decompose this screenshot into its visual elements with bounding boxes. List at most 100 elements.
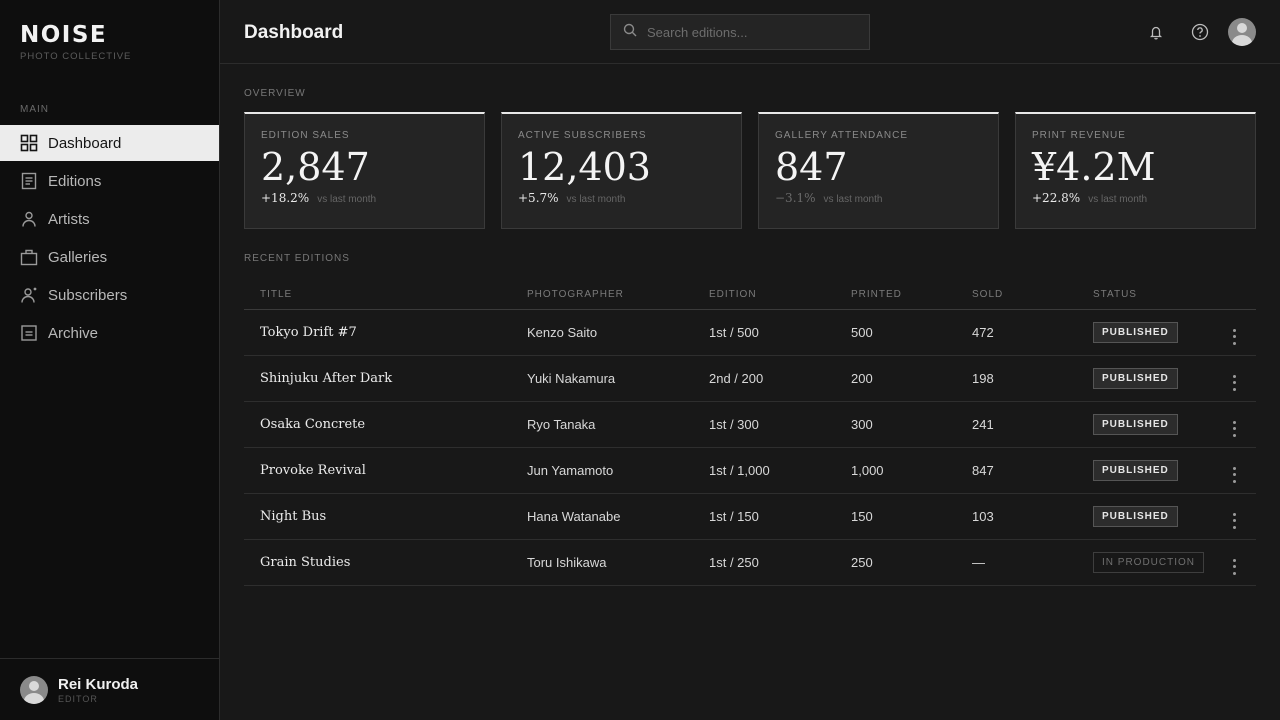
sidebar-item-label: Editions xyxy=(48,172,102,190)
photographer-name: Toru Ishikawa xyxy=(527,555,607,570)
sidebar-item-label: Artists xyxy=(48,210,90,228)
stat-card-gallery-attendance[interactable]: GALLERY ATTENDANCE 847 −3.1% vs last mont… xyxy=(758,112,999,229)
stat-card-edition-sales[interactable]: EDITION SALES 2,847 +18.2% vs last month xyxy=(244,112,485,229)
help-icon[interactable] xyxy=(1190,22,1210,42)
sidebar: NOISE PHOTO COLLECTIVE MAIN Dashboard Ed… xyxy=(0,0,220,720)
more-options-icon[interactable] xyxy=(1232,420,1237,437)
edition-title[interactable]: Tokyo Drift #7 xyxy=(260,325,357,340)
photographer-name: Kenzo Saito xyxy=(527,325,598,340)
column-header-printed[interactable]: PRINTED xyxy=(851,289,902,300)
edition-number: 1st / 500 xyxy=(709,325,759,340)
nav-section-label: MAIN xyxy=(20,104,49,115)
brand: NOISE PHOTO COLLECTIVE xyxy=(20,22,131,62)
sold-count: 472 xyxy=(972,325,994,340)
photographer-name: Ryo Tanaka xyxy=(527,417,596,432)
user-name: Rei Kuroda xyxy=(58,675,139,693)
stat-cards: EDITION SALES 2,847 +18.2% vs last month … xyxy=(244,112,1256,229)
recent-editions-label: RECENT EDITIONS xyxy=(244,253,350,264)
printed-count: 250 xyxy=(851,555,873,570)
status-badge: PUBLISHED xyxy=(1093,414,1178,435)
table-row[interactable]: Tokyo Drift #7 Kenzo Saito 1st / 500 500 472… xyxy=(244,310,1256,356)
stat-delta: −3.1% xyxy=(775,191,816,205)
brand-subtitle: PHOTO COLLECTIVE xyxy=(20,51,132,62)
gallery-icon xyxy=(20,248,38,266)
edition-title[interactable]: Osaka Concrete xyxy=(260,417,366,432)
edition-number: 1st / 250 xyxy=(709,555,759,570)
stat-note: vs last month xyxy=(317,194,377,205)
sold-count: 847 xyxy=(972,463,994,478)
page-title: Dashboard xyxy=(244,22,344,43)
stat-delta: +5.7% xyxy=(518,191,559,205)
sold-count: 241 xyxy=(972,417,994,432)
column-header-photographer[interactable]: PHOTOGRAPHER xyxy=(527,289,624,300)
sidebar-item-archive[interactable]: Archive xyxy=(0,315,219,351)
table-row[interactable]: Grain Studies Toru Ishikawa 1st / 250 250 — I… xyxy=(244,540,1256,586)
table-row[interactable]: Provoke Revival Jun Yamamoto 1st / 1,000 1,… xyxy=(244,448,1256,494)
more-options-icon[interactable] xyxy=(1232,512,1237,529)
search-input[interactable] xyxy=(647,24,847,40)
stat-note: vs last month xyxy=(1088,194,1148,205)
table-row[interactable]: Night Bus Hana Watanabe 1st / 150 150 103 PUB… xyxy=(244,494,1256,540)
sidebar-item-galleries[interactable]: Galleries xyxy=(0,239,219,275)
sidebar-item-subscribers[interactable]: Subscribers xyxy=(0,277,219,313)
more-options-icon[interactable] xyxy=(1232,466,1237,483)
stat-card-active-subscribers[interactable]: ACTIVE SUBSCRIBERS 12,403 +5.7% vs last m… xyxy=(501,112,742,229)
person-icon xyxy=(20,210,38,228)
column-header-sold[interactable]: SOLD xyxy=(972,289,1004,300)
stat-card-print-revenue[interactable]: PRINT REVENUE ¥4.2M +22.8% vs last month xyxy=(1015,112,1256,229)
sold-count: 198 xyxy=(972,371,994,386)
edition-title[interactable]: Night Bus xyxy=(260,509,327,524)
photographer-name: Yuki Nakamura xyxy=(527,371,616,386)
grid-icon xyxy=(20,134,38,152)
printed-count: 150 xyxy=(851,509,873,524)
search-box[interactable] xyxy=(610,14,870,50)
column-header-title[interactable]: TITLE xyxy=(260,289,293,300)
header-avatar[interactable] xyxy=(1228,18,1256,46)
edition-title[interactable]: Provoke Revival xyxy=(260,463,366,478)
sold-count: — xyxy=(972,555,985,570)
table-row[interactable]: Shinjuku After Dark Yuki Nakamura 2nd / 20… xyxy=(244,356,1256,402)
brand-logo[interactable]: NOISE xyxy=(20,22,108,48)
table-header: TITLE PHOTOGRAPHER EDITION PRINTED SOLD … xyxy=(244,280,1256,310)
status-badge: PUBLISHED xyxy=(1093,506,1178,527)
sidebar-item-label: Galleries xyxy=(48,248,108,266)
printed-count: 500 xyxy=(851,325,873,340)
sidebar-nav: Dashboard Editions Artists Galleries Sub… xyxy=(0,125,219,353)
stat-delta: +22.8% xyxy=(1032,191,1081,205)
printed-count: 200 xyxy=(851,371,873,386)
more-options-icon[interactable] xyxy=(1232,328,1237,345)
stat-label: GALLERY ATTENDANCE xyxy=(775,130,909,141)
sidebar-item-dashboard[interactable]: Dashboard xyxy=(0,125,219,161)
printed-count: 1,000 xyxy=(851,463,884,478)
stat-delta: +18.2% xyxy=(261,191,310,205)
sidebar-item-editions[interactable]: Editions xyxy=(0,163,219,199)
table-row[interactable]: Osaka Concrete Ryo Tanaka 1st / 300 300 241 P… xyxy=(244,402,1256,448)
stat-label: EDITION SALES xyxy=(261,130,350,141)
photographer-name: Hana Watanabe xyxy=(527,509,621,524)
more-options-icon[interactable] xyxy=(1232,558,1237,575)
photographer-name: Jun Yamamoto xyxy=(527,463,614,478)
stat-value: 2,847 xyxy=(261,145,370,189)
sidebar-item-artists[interactable]: Artists xyxy=(0,201,219,237)
stat-label: PRINT REVENUE xyxy=(1032,130,1126,141)
document-icon xyxy=(20,172,38,190)
column-header-status[interactable]: STATUS xyxy=(1093,289,1137,300)
current-user[interactable]: Rei Kuroda EDITOR xyxy=(0,658,219,720)
stat-value: ¥4.2M xyxy=(1032,145,1156,189)
edition-number: 1st / 300 xyxy=(709,417,759,432)
sidebar-item-label: Subscribers xyxy=(48,286,128,304)
archive-icon xyxy=(20,324,38,342)
more-options-icon[interactable] xyxy=(1232,374,1237,391)
editions-table: TITLE PHOTOGRAPHER EDITION PRINTED SOLD … xyxy=(244,280,1256,586)
edition-number: 1st / 150 xyxy=(709,509,759,524)
stat-label: ACTIVE SUBSCRIBERS xyxy=(518,130,647,141)
edition-number: 1st / 1,000 xyxy=(709,463,770,478)
bell-icon[interactable] xyxy=(1146,22,1166,42)
person-plus-icon xyxy=(20,286,38,304)
edition-title[interactable]: Shinjuku After Dark xyxy=(260,371,393,386)
edition-title[interactable]: Grain Studies xyxy=(260,555,351,570)
column-header-edition[interactable]: EDITION xyxy=(709,289,757,300)
user-role: EDITOR xyxy=(58,693,98,704)
overview-label: OVERVIEW xyxy=(244,88,306,99)
sidebar-item-label: Archive xyxy=(48,324,99,342)
